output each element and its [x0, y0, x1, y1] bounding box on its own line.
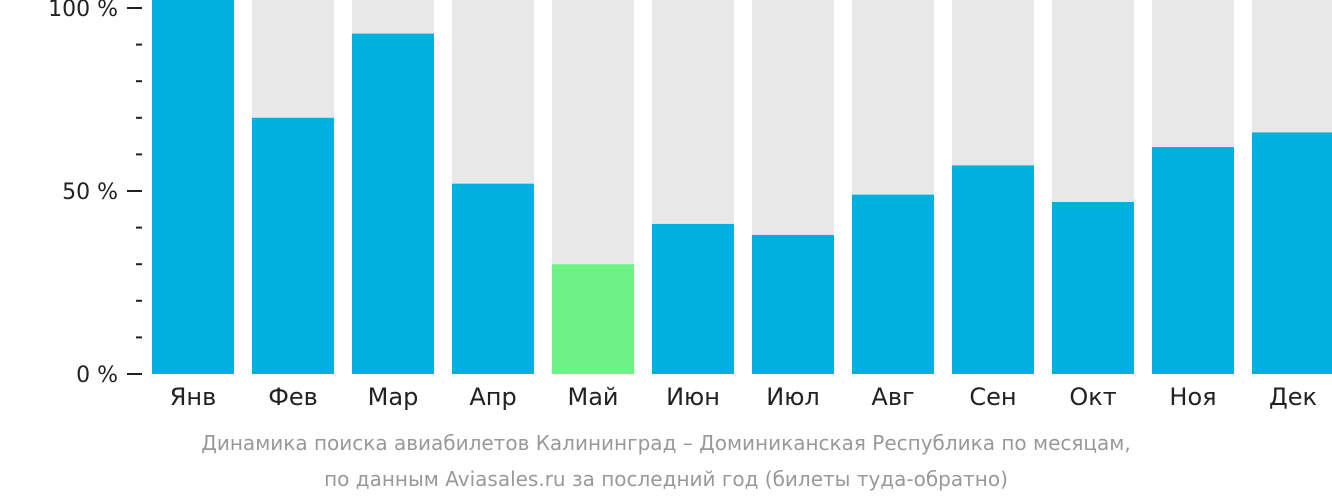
bar-4 [452, 183, 534, 374]
bar-1 [152, 0, 234, 374]
x-tick-label-8: Авг [871, 383, 914, 411]
x-tick-label-4: Апр [469, 383, 516, 411]
y-tick-label-50: 50 % [62, 180, 118, 205]
y-axis: 0 % 50 % 100 % [48, 0, 142, 388]
x-tick-label-1: Янв [170, 383, 217, 411]
bar-6 [652, 223, 734, 374]
y-tick-label-100: 100 % [48, 0, 118, 22]
bar-7 [752, 234, 834, 374]
x-tick-label-3: Мар [368, 383, 419, 411]
chart-caption-line-2: по данным Aviasales.ru за последний год … [324, 467, 1008, 491]
bar-9 [952, 165, 1034, 374]
y-tick-label-0: 0 % [76, 363, 118, 388]
x-axis-labels: Янв Фев Мар Апр Май Июн Июл Авг Сен Окт Ноя Дек [170, 383, 1317, 411]
bar-11 [1152, 147, 1234, 374]
x-tick-label-7: Июл [766, 383, 820, 411]
chart-caption-line-1: Динамика поиска авиабилетов Калининград … [201, 431, 1131, 455]
monthly-search-bar-chart: 0 % 50 % 100 % Янв Фев Мар Апр Май Июн Июл Авг Сен… [48, 0, 1332, 411]
value-bars [152, 0, 1332, 375]
bar-8 [852, 194, 934, 374]
x-tick-label-5: Май [567, 383, 618, 411]
x-tick-label-2: Фев [268, 383, 318, 411]
bar-3 [352, 33, 434, 375]
x-tick-label-10: Окт [1069, 383, 1116, 411]
bar-5 [552, 264, 634, 374]
bar-12 [1252, 132, 1332, 374]
x-tick-label-11: Ноя [1169, 383, 1216, 411]
x-tick-label-12: Дек [1269, 383, 1317, 411]
x-tick-label-6: Июн [666, 383, 720, 411]
bar-10 [1052, 201, 1134, 374]
bar-2 [252, 117, 334, 375]
x-tick-label-9: Сен [969, 383, 1016, 411]
